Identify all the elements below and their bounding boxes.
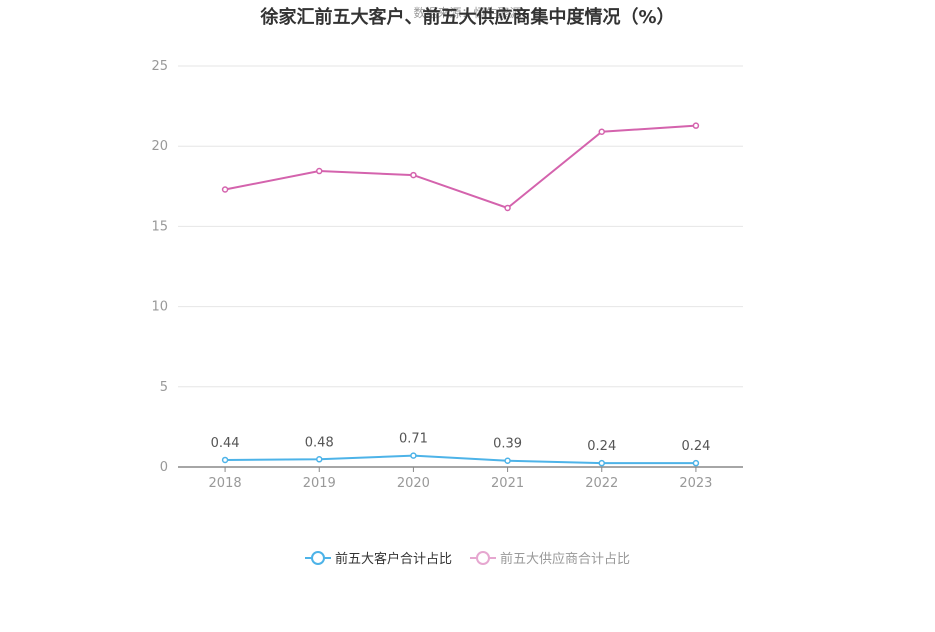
- legend-item-customers[interactable]: 前五大客户合计占比: [304, 548, 452, 567]
- data-point: [504, 457, 511, 464]
- series-group: [221, 122, 700, 467]
- data-point: [410, 452, 417, 459]
- series-line: [224, 124, 696, 210]
- legend: 前五大客户合计占比 前五大供应商合计占比: [0, 548, 935, 567]
- data-labels: 0.44 0.48 0.71 0.39 0.24 0.24: [211, 432, 711, 455]
- y-tick-label: 5: [160, 380, 168, 395]
- data-point: [221, 456, 229, 464]
- x-tick-label: 2021: [491, 476, 524, 491]
- data-label: 0.39: [493, 437, 522, 452]
- legend-label-customers: 前五大客户合计占比: [334, 552, 452, 567]
- x-tick-label: 2018: [209, 476, 242, 491]
- data-point: [316, 456, 323, 463]
- chart-title: 徐家汇前五大客户、前五大供应商集中度情况（%）: [260, 7, 675, 28]
- data-point: [504, 204, 511, 212]
- data-label: 0.24: [587, 439, 616, 454]
- y-tick-label: 25: [151, 59, 168, 74]
- data-label: 0.44: [211, 436, 240, 451]
- series-line: [225, 454, 696, 465]
- data-point: [692, 122, 700, 129]
- x-tick-label: 2019: [303, 476, 336, 491]
- data-label: 0.71: [399, 432, 428, 447]
- y-tick-label: 10: [151, 300, 168, 315]
- x-tick-label: 2020: [397, 476, 430, 491]
- data-point: [598, 459, 605, 467]
- data-point: [316, 167, 323, 175]
- data-point: [692, 459, 700, 467]
- legend-marker-icon: [470, 550, 496, 566]
- data-point: [221, 186, 229, 193]
- x-tick-label: 2023: [679, 476, 712, 491]
- y-tick-label: 20: [151, 139, 168, 154]
- y-tick-label: 0: [160, 460, 168, 475]
- legend-item-suppliers[interactable]: 前五大供应商合计占比: [470, 548, 630, 567]
- data-label: 0.24: [681, 439, 710, 454]
- chart-source: 数据来源：恒生聚源: [413, 6, 522, 20]
- x-axis: 2018 2019 2020 2021 2022 2023: [178, 466, 743, 491]
- legend-marker-icon: [304, 550, 331, 566]
- data-label: 0.48: [305, 435, 334, 450]
- data-point: [598, 128, 605, 136]
- y-axis: 0 5 10 15 20 25: [151, 59, 168, 475]
- y-tick-label: 15: [151, 219, 168, 234]
- grid-lines: [178, 65, 743, 388]
- x-tick-label: 2022: [585, 476, 618, 491]
- data-point: [410, 171, 417, 179]
- legend-label-suppliers: 前五大供应商合计占比: [500, 552, 631, 567]
